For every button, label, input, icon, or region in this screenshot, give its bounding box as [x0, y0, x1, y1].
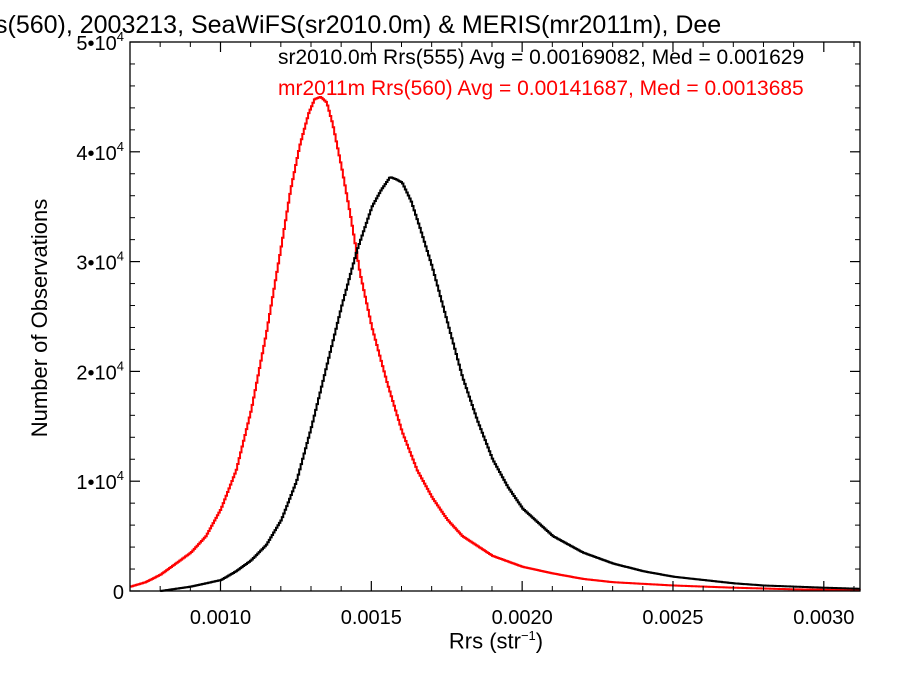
x-tick-label: 0.0020 — [492, 607, 553, 629]
y-axis-label: Number of Observations — [27, 198, 52, 438]
y-tick-labels: 0 1•104 2•104 3•104 4•104 5•104 — [76, 29, 124, 604]
y-tick-label: 0 — [113, 582, 124, 604]
x-tick-label: 0.0010 — [190, 607, 251, 629]
y-tick-label: 1•104 — [76, 468, 124, 494]
y-tick-label: 4•104 — [76, 139, 124, 165]
mr2011m-histogram-line — [130, 96, 861, 592]
x-tick-label: 0.0025 — [642, 607, 703, 629]
mr2011m-series — [130, 96, 861, 592]
x-tick-label: 0.0030 — [793, 607, 854, 629]
y-tick-label: 5•104 — [76, 29, 124, 55]
x-tick-labels: 0.0010 0.0015 0.0020 0.0025 0.0030 — [190, 607, 854, 629]
chart-title: s(560), 2003213, SeaWiFS(sr2010.0m) & ME… — [0, 11, 722, 39]
axis-ticks — [129, 41, 860, 592]
sr2010-series — [160, 176, 861, 592]
x-axis-label: Rrs (str−1) — [448, 628, 544, 654]
sr2010-stats-annotation: sr2010.0m Rrs(555) Avg = 0.00169082, Med… — [278, 46, 805, 69]
y-tick-label: 3•104 — [76, 249, 124, 275]
plot-frame — [129, 41, 861, 592]
y-tick-label: 2•104 — [76, 358, 124, 384]
mr2011-stats-annotation: mr2011m Rrs(560) Avg = 0.00141687, Med =… — [278, 77, 804, 100]
sr2010-histogram-line — [160, 176, 861, 592]
x-tick-label: 0.0015 — [341, 607, 402, 629]
